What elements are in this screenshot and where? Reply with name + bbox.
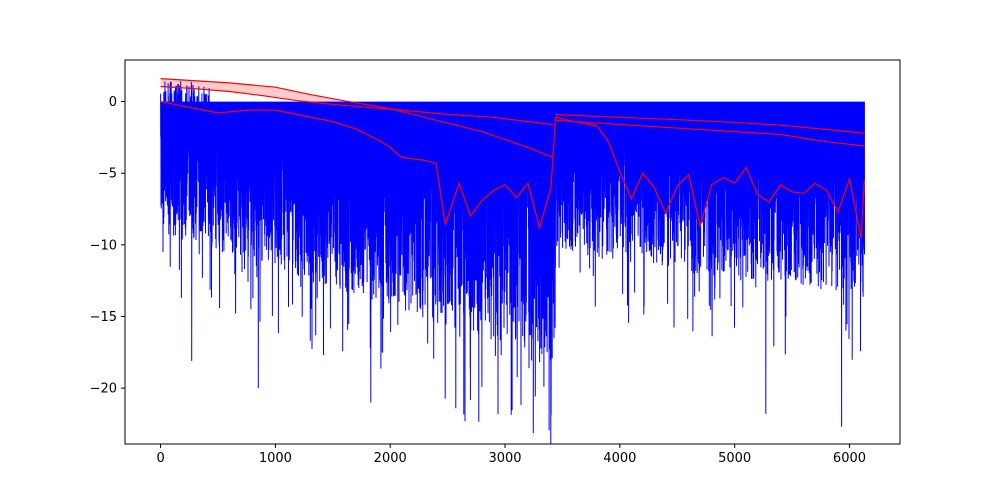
y-tick-label: −5 [98, 167, 117, 182]
y-tick-label: −10 [90, 238, 117, 253]
x-tick-label: 1000 [259, 451, 292, 466]
envelope-series-line [555, 113, 865, 134]
x-tick-label: 0 [156, 451, 164, 466]
envelope-series-line [160, 101, 865, 238]
envelope-series-line [160, 85, 554, 126]
x-axis: 0 1000 2000 3000 4000 5000 6000 [156, 444, 866, 466]
envelope-series-line [555, 119, 865, 147]
plot-area [160, 78, 865, 444]
y-tick-label: −20 [90, 382, 117, 397]
y-tick-label: −15 [90, 310, 117, 325]
envelope-series-group [160, 78, 865, 238]
x-tick-label: 3000 [488, 451, 521, 466]
y-tick-label: 0 [109, 95, 117, 110]
envelope-series-line [160, 78, 554, 158]
x-tick-label: 6000 [833, 451, 866, 466]
x-tick-label: 2000 [374, 451, 407, 466]
axes-frame [124, 59, 901, 445]
y-axis: 0 −5 −10 −15 −20 [90, 95, 125, 397]
x-tick-label: 4000 [603, 451, 636, 466]
signal-series [160, 81, 865, 444]
x-tick-label: 5000 [718, 451, 751, 466]
